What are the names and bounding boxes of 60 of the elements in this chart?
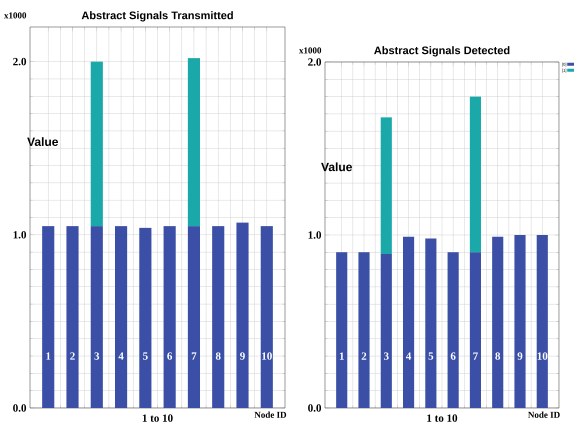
y-axis-title: Value [27, 137, 58, 146]
y-tick-label: 2.0 [308, 58, 322, 66]
x-axis-title: 1 to 10 [142, 414, 173, 422]
bar [188, 58, 200, 226]
bar [260, 226, 273, 408]
x-tick-label: 10 [538, 352, 548, 360]
chart-title: Abstract Signals Detected [374, 46, 510, 56]
x-tick-label: 5 [143, 352, 148, 360]
bar [42, 226, 54, 408]
y-axis-title: Value [321, 162, 352, 172]
x-tick-label: 3 [94, 352, 100, 360]
x-tick-label: 9 [518, 352, 522, 360]
x-tick-label: 5 [428, 352, 434, 360]
x-tick-label: 2 [70, 352, 75, 360]
y-tick-label: 2.0 [13, 58, 26, 66]
bar [514, 234, 526, 408]
x-tick-label: 8 [495, 352, 500, 360]
bar [115, 226, 128, 408]
text: x1000 [299, 47, 322, 54]
bar [448, 252, 459, 408]
text: Node ID [254, 412, 286, 418]
bar [164, 226, 176, 408]
chart-title: Abstract Signals Transmitted [82, 11, 233, 22]
x-axis-title: 1 to 10 [427, 414, 458, 422]
y-tick-label: 0.0 [308, 404, 322, 412]
x-tick-label: 3 [384, 352, 389, 360]
x-tick-label: 7 [473, 352, 478, 360]
y-tick-label: 0.0 [13, 404, 26, 412]
x-tick-label: 6 [167, 352, 172, 360]
bar [536, 234, 548, 408]
x-tick-label: 2 [362, 352, 366, 360]
bar [336, 252, 348, 408]
bar [380, 254, 392, 408]
x-tick-label: 8 [216, 352, 221, 360]
bar [236, 222, 249, 408]
bar [402, 236, 414, 408]
bar [66, 226, 79, 408]
x-tick-label: 7 [192, 352, 196, 360]
text: x1000 [4, 12, 26, 18]
bar [212, 226, 224, 408]
bar [492, 236, 504, 408]
x-tick-label: 4 [118, 352, 124, 360]
bar [188, 226, 200, 408]
bar [139, 228, 152, 408]
y-tick-label: 1.0 [14, 231, 26, 239]
x-tick-label: 1 [46, 352, 50, 360]
bar [380, 117, 392, 254]
bar [90, 226, 103, 408]
bar [90, 62, 103, 226]
x-tick-label: 1 [340, 352, 344, 360]
text: Node ID [528, 412, 560, 418]
bar [358, 252, 370, 408]
x-tick-label: 6 [450, 352, 456, 360]
bar [470, 96, 481, 252]
x-tick-label: 4 [406, 352, 412, 360]
x-tick-label: 10 [262, 352, 272, 360]
y-tick-label: 1.0 [308, 231, 322, 239]
bar [425, 238, 436, 408]
bar [470, 252, 481, 408]
x-tick-label: 9 [240, 352, 245, 360]
